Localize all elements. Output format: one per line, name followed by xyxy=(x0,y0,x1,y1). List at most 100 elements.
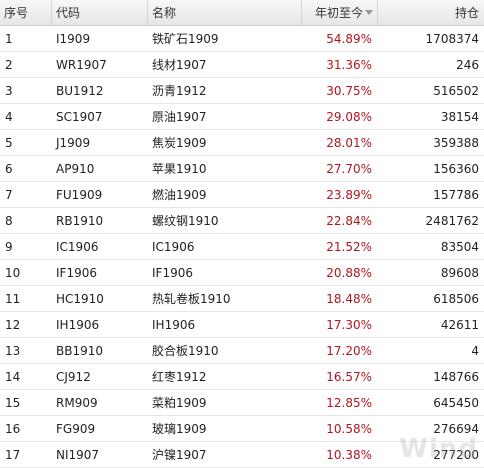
row-ytd-change: 30.75% xyxy=(326,84,372,98)
row-ytd-change: 17.20% xyxy=(326,344,372,358)
table-row[interactable]: 13 BB1910 胶合板1910 17.20% 4 xyxy=(0,338,484,364)
row-holding: 156360 xyxy=(433,162,479,176)
row-code: IH1906 xyxy=(56,318,100,332)
row-holding: 4 xyxy=(471,344,479,358)
row-name: IF1906 xyxy=(152,266,193,280)
row-ytd-change: 31.36% xyxy=(326,58,372,72)
column-header-ytd[interactable]: 年初至今 xyxy=(302,0,378,25)
row-ytd-change: 28.01% xyxy=(326,136,372,150)
table-row[interactable]: 16 FG909 玻璃1909 10.58% 276694 xyxy=(0,416,484,442)
row-index: 12 xyxy=(5,318,21,332)
row-index: 14 xyxy=(5,370,21,384)
table-row[interactable]: 7 FU1909 燃油1909 23.89% 157786 xyxy=(0,182,484,208)
table-row[interactable]: 11 HC1910 热轧卷板1910 18.48% 618506 xyxy=(0,286,484,312)
row-ytd-change: 16.57% xyxy=(326,370,372,384)
row-index: 1 xyxy=(5,32,13,46)
row-holding: 89608 xyxy=(440,266,479,280)
table-row[interactable]: 3 BU1912 沥青1912 30.75% 516502 xyxy=(0,78,484,104)
row-name: 玻璃1909 xyxy=(152,422,207,436)
row-holding: 276694 xyxy=(433,422,479,436)
table-row[interactable]: 12 IH1906 IH1906 17.30% 42611 xyxy=(0,312,484,338)
row-name: 线材1907 xyxy=(152,58,207,72)
row-name: 燃油1909 xyxy=(152,188,207,202)
row-holding: 38154 xyxy=(440,110,479,124)
row-code: BB1910 xyxy=(56,344,104,358)
row-code: CJ912 xyxy=(56,370,91,384)
row-holding: 1708374 xyxy=(425,32,479,46)
row-holding: 246 xyxy=(456,58,479,72)
row-holding: 148766 xyxy=(433,370,479,384)
column-header-ytd-label: 年初至今 xyxy=(314,6,363,20)
row-index: 6 xyxy=(5,162,13,176)
row-code: SC1907 xyxy=(56,110,103,124)
row-name: 沪镍1907 xyxy=(152,448,207,462)
table-row[interactable]: 14 CJ912 红枣1912 16.57% 148766 xyxy=(0,364,484,390)
row-code: J1909 xyxy=(56,136,91,150)
row-index: 4 xyxy=(5,110,13,124)
row-index: 9 xyxy=(5,240,13,254)
table-row[interactable]: 10 IF1906 IF1906 20.88% 89608 xyxy=(0,260,484,286)
row-name: IC1906 xyxy=(152,240,195,254)
row-holding: 83504 xyxy=(440,240,479,254)
row-ytd-change: 18.48% xyxy=(326,292,372,306)
table-row[interactable]: 5 J1909 焦炭1909 28.01% 359388 xyxy=(0,130,484,156)
row-code: FG909 xyxy=(56,422,96,436)
row-name: 热轧卷板1910 xyxy=(152,292,231,306)
row-ytd-change: 29.08% xyxy=(326,110,372,124)
table-row[interactable]: 2 WR1907 线材1907 31.36% 246 xyxy=(0,52,484,78)
table-row[interactable]: 6 AP910 苹果1910 27.70% 156360 xyxy=(0,156,484,182)
row-index: 3 xyxy=(5,84,13,98)
row-code: RM909 xyxy=(56,396,98,410)
row-index: 16 xyxy=(5,422,21,436)
row-holding: 645450 xyxy=(433,396,479,410)
row-index: 7 xyxy=(5,188,13,202)
row-code: IF1906 xyxy=(56,266,97,280)
row-code: I1909 xyxy=(56,32,91,46)
row-index: 5 xyxy=(5,136,13,150)
table-row[interactable]: 1 I1909 铁矿石1909 54.89% 1708374 xyxy=(0,26,484,52)
row-name: 铁矿石1909 xyxy=(152,32,219,46)
table-header: 序号 代码 名称 年初至今 持仓 xyxy=(0,0,484,26)
row-name: 胶合板1910 xyxy=(152,344,219,358)
row-code: IC1906 xyxy=(56,240,99,254)
row-ytd-change: 22.84% xyxy=(326,214,372,228)
column-header-code[interactable]: 代码 xyxy=(52,0,148,25)
row-code: BU1912 xyxy=(56,84,104,98)
table-row[interactable]: 4 SC1907 原油1907 29.08% 38154 xyxy=(0,104,484,130)
table-row[interactable]: 8 RB1910 螺纹钢1910 22.84% 2481762 xyxy=(0,208,484,234)
row-code: AP910 xyxy=(56,162,95,176)
table-body: 1 I1909 铁矿石1909 54.89% 1708374 2 WR1907 线材1907 3… xyxy=(0,26,484,468)
sort-descending-icon[interactable] xyxy=(365,10,373,15)
column-header-index[interactable]: 序号 xyxy=(0,0,52,25)
row-holding: 618506 xyxy=(433,292,479,306)
row-index: 2 xyxy=(5,58,13,72)
row-holding: 157786 xyxy=(433,188,479,202)
row-index: 17 xyxy=(5,448,21,462)
row-name: 焦炭1909 xyxy=(152,136,207,150)
row-code: RB1910 xyxy=(56,214,104,228)
row-name: 螺纹钢1910 xyxy=(152,214,219,228)
row-code: FU1909 xyxy=(56,188,103,202)
table-row[interactable]: 9 IC1906 IC1906 21.52% 83504 xyxy=(0,234,484,260)
column-header-holding[interactable]: 持仓 xyxy=(454,6,479,20)
row-ytd-change: 17.30% xyxy=(326,318,372,332)
row-holding: 42611 xyxy=(440,318,479,332)
row-code: WR1907 xyxy=(56,58,107,72)
row-index: 10 xyxy=(5,266,21,280)
row-ytd-change: 12.85% xyxy=(326,396,372,410)
row-name: 红枣1912 xyxy=(152,370,207,384)
row-name: IH1906 xyxy=(152,318,196,332)
column-header-name[interactable]: 名称 xyxy=(148,0,302,25)
row-holding: 277200 xyxy=(433,448,479,462)
row-code: NI1907 xyxy=(56,448,100,462)
row-ytd-change: 20.88% xyxy=(326,266,372,280)
row-name: 苹果1910 xyxy=(152,162,207,176)
row-index: 13 xyxy=(5,344,21,358)
row-ytd-change: 27.70% xyxy=(326,162,372,176)
row-ytd-change: 54.89% xyxy=(326,32,372,46)
row-code: HC1910 xyxy=(56,292,104,306)
table-row[interactable]: 15 RM909 菜粕1909 12.85% 645450 xyxy=(0,390,484,416)
row-holding: 2481762 xyxy=(425,214,479,228)
row-name: 沥青1912 xyxy=(152,84,207,98)
